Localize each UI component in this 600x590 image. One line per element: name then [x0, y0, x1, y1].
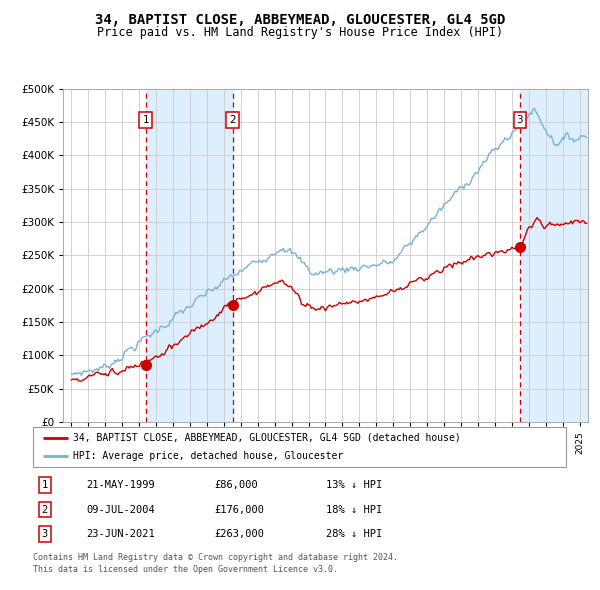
Text: £86,000: £86,000 [214, 480, 258, 490]
Text: 1: 1 [142, 115, 149, 125]
Bar [146, 88, 233, 422]
Text: This data is licensed under the Open Government Licence v3.0.: This data is licensed under the Open Gov… [33, 565, 338, 574]
Text: 3: 3 [517, 115, 523, 125]
Text: 1: 1 [41, 480, 48, 490]
Text: 3: 3 [41, 529, 48, 539]
Text: Contains HM Land Registry data © Crown copyright and database right 2024.: Contains HM Land Registry data © Crown c… [33, 553, 398, 562]
Text: 2: 2 [41, 504, 48, 514]
Text: 13% ↓ HPI: 13% ↓ HPI [326, 480, 382, 490]
Text: 34, BAPTIST CLOSE, ABBEYMEAD, GLOUCESTER, GL4 5GD (detached house): 34, BAPTIST CLOSE, ABBEYMEAD, GLOUCESTER… [73, 433, 461, 443]
Text: 23-JUN-2021: 23-JUN-2021 [86, 529, 155, 539]
Text: 21-MAY-1999: 21-MAY-1999 [86, 480, 155, 490]
Text: Price paid vs. HM Land Registry's House Price Index (HPI): Price paid vs. HM Land Registry's House … [97, 26, 503, 39]
Text: £263,000: £263,000 [214, 529, 264, 539]
Text: £176,000: £176,000 [214, 504, 264, 514]
Text: 18% ↓ HPI: 18% ↓ HPI [326, 504, 382, 514]
Text: 2: 2 [229, 115, 236, 125]
Text: 34, BAPTIST CLOSE, ABBEYMEAD, GLOUCESTER, GL4 5GD: 34, BAPTIST CLOSE, ABBEYMEAD, GLOUCESTER… [95, 13, 505, 27]
Text: 28% ↓ HPI: 28% ↓ HPI [326, 529, 382, 539]
Text: 09-JUL-2004: 09-JUL-2004 [86, 504, 155, 514]
Bar [520, 88, 588, 422]
Text: HPI: Average price, detached house, Gloucester: HPI: Average price, detached house, Glou… [73, 451, 343, 461]
